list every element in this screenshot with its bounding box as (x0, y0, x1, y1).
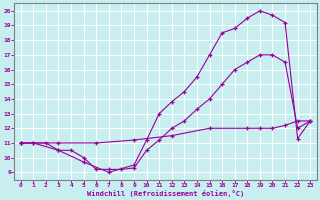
X-axis label: Windchill (Refroidissement éolien,°C): Windchill (Refroidissement éolien,°C) (87, 190, 244, 197)
